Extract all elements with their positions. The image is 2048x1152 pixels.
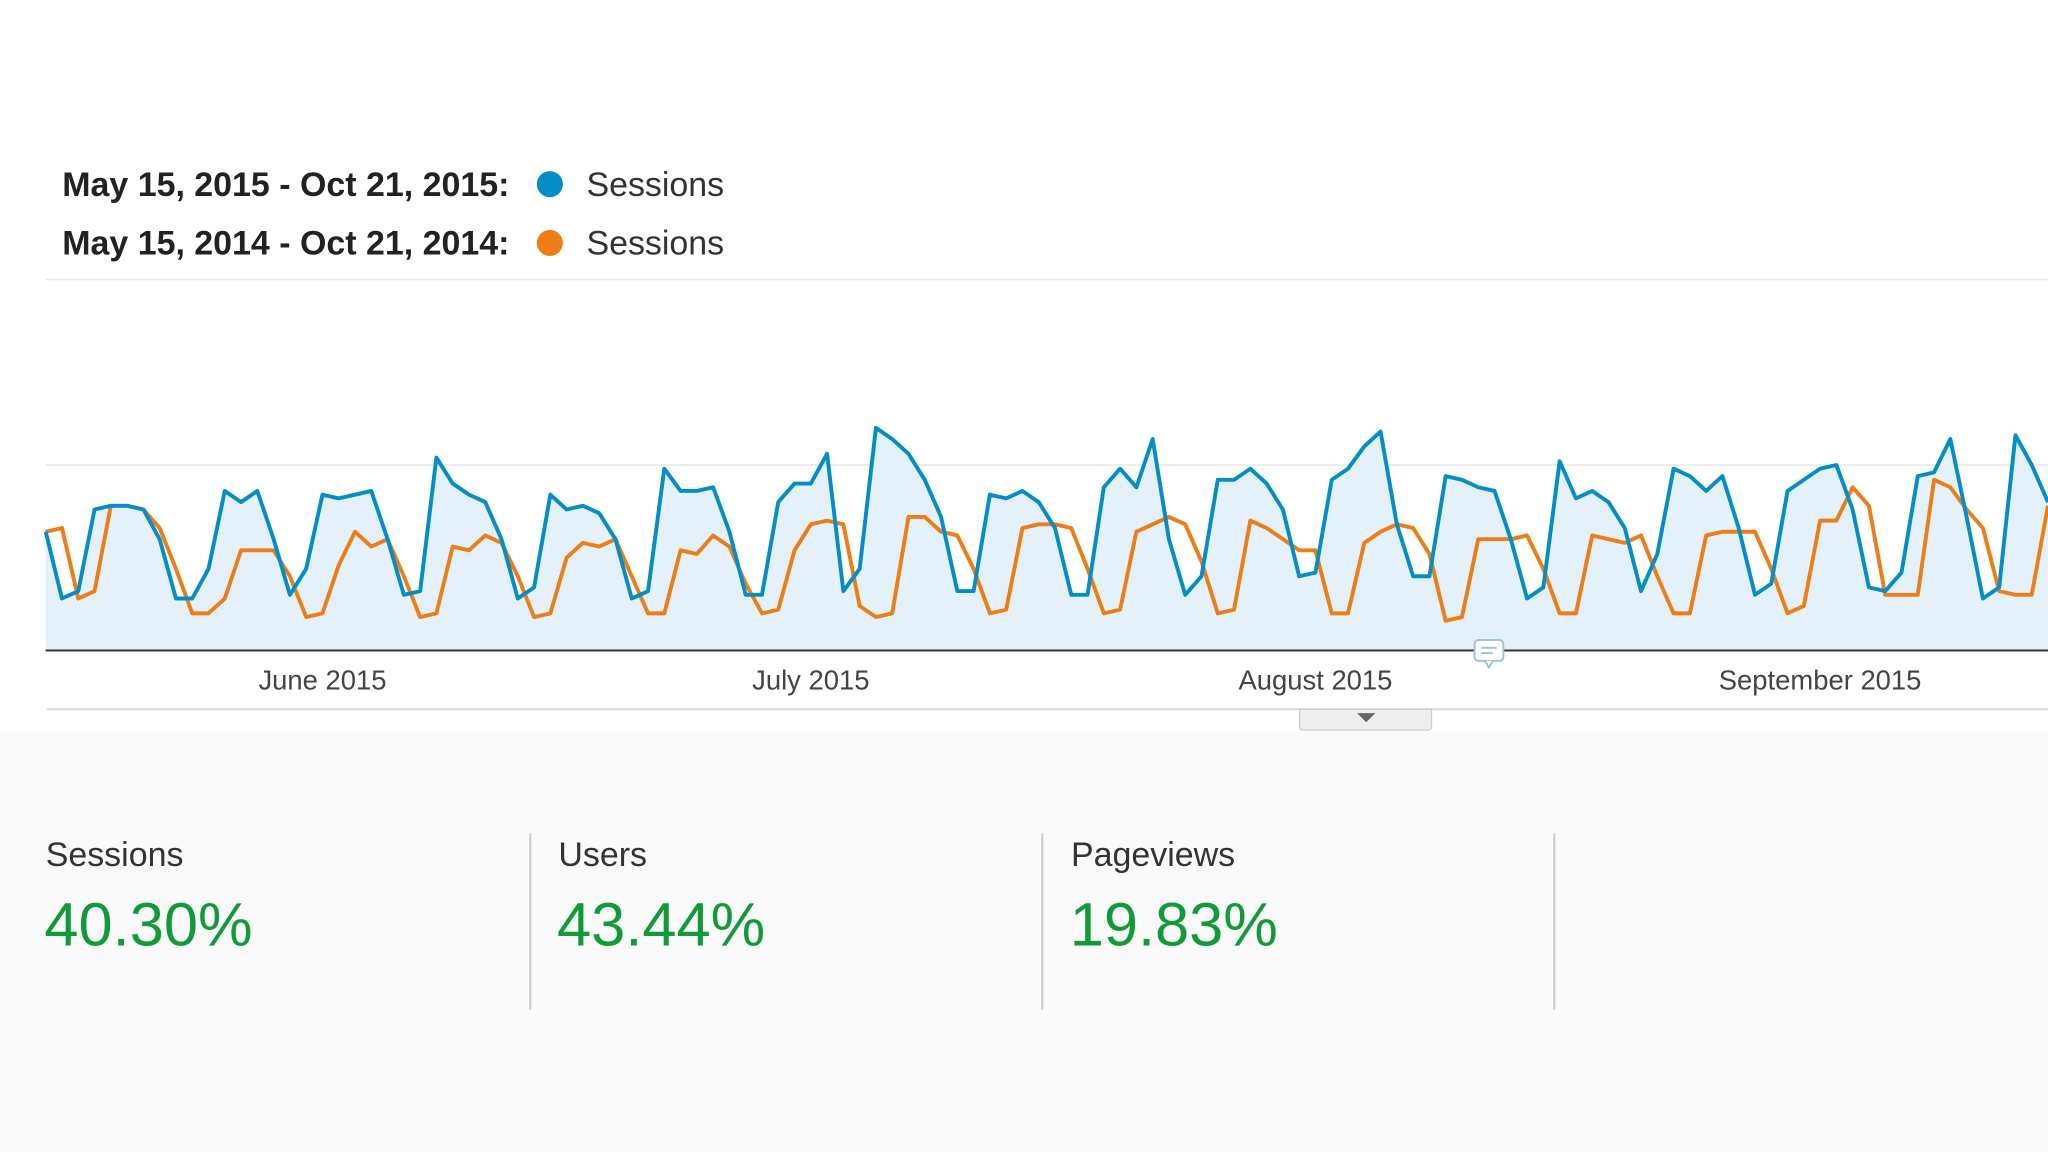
x-tick-label: August 2015: [1239, 665, 1393, 696]
series-area: [45, 427, 2048, 651]
legend-swatch: [536, 229, 563, 256]
metrics: Sessions 40.30% Users 43.44% Pageviews 19.83%: [44, 833, 1556, 1010]
metric-label: Pageviews: [1071, 836, 1235, 874]
legend-name: Sessions: [586, 166, 724, 204]
metric-label: Users: [558, 836, 647, 874]
x-tick-label: July 2015: [752, 665, 869, 696]
series-line: [43, 425, 2048, 601]
summary-panel: [0, 731, 2048, 1152]
legend-period: May 15, 2015 - Oct 21, 2015:: [62, 166, 509, 204]
x-tick-label: June 2015: [258, 665, 386, 696]
metric-label: Sessions: [46, 836, 184, 874]
metric-value: 43.44%: [557, 891, 765, 960]
legend-swatch: [536, 171, 563, 198]
x-tick-label: September 2015: [1719, 665, 1922, 696]
metric-value: 40.30%: [44, 891, 252, 960]
legend-period: May 15, 2014 - Oct 21, 2014:: [62, 225, 509, 263]
annotation-icon[interactable]: [1473, 639, 1505, 670]
metric-value: 19.83%: [1070, 891, 1278, 960]
legend-name: Sessions: [586, 225, 724, 263]
series-line: [45, 477, 2048, 623]
plot: June 2015 July 2015 August 2015 September 2…: [43, 278, 2048, 696]
legend: May 15, 2015 - Oct 21, 2015: Sessions May …: [62, 166, 724, 263]
expand-arrow: [1357, 713, 1376, 723]
